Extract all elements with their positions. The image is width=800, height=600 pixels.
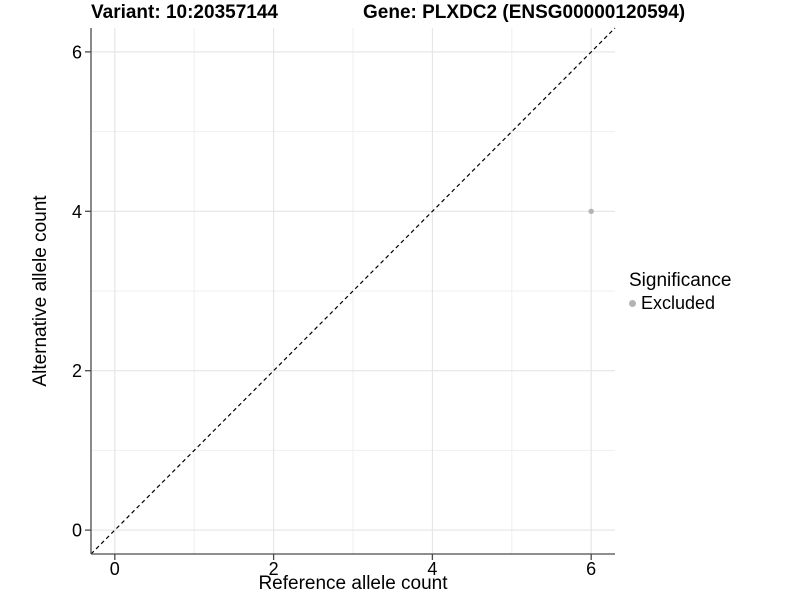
x-axis-title: Reference allele count: [258, 573, 448, 594]
tick-label-y: 4: [72, 202, 82, 222]
y-axis-title: Alternative allele count: [30, 195, 51, 387]
legend: Significance Excluded: [629, 270, 731, 314]
tick-label-x: 2: [269, 559, 279, 579]
data-point: [588, 208, 594, 215]
legend-title: Significance: [629, 270, 732, 291]
tick-label-x: 4: [427, 559, 437, 579]
excluded-marker-icon: [629, 300, 636, 307]
tick-label-x: 0: [110, 559, 120, 579]
legend-entry-label: Excluded: [641, 293, 716, 313]
gene-title: Gene: PLXDC2 (ENSG00000120594): [363, 2, 686, 23]
legend-entry-excluded: Excluded: [629, 293, 731, 314]
tick-label-y: 0: [72, 521, 82, 541]
identity-line: [90, 27, 616, 555]
variant-title: Variant: 10:20357144: [91, 2, 278, 23]
tick-label-y: 6: [72, 42, 82, 62]
tick-label-y: 2: [72, 361, 82, 381]
tick-label-x: 6: [586, 559, 596, 579]
